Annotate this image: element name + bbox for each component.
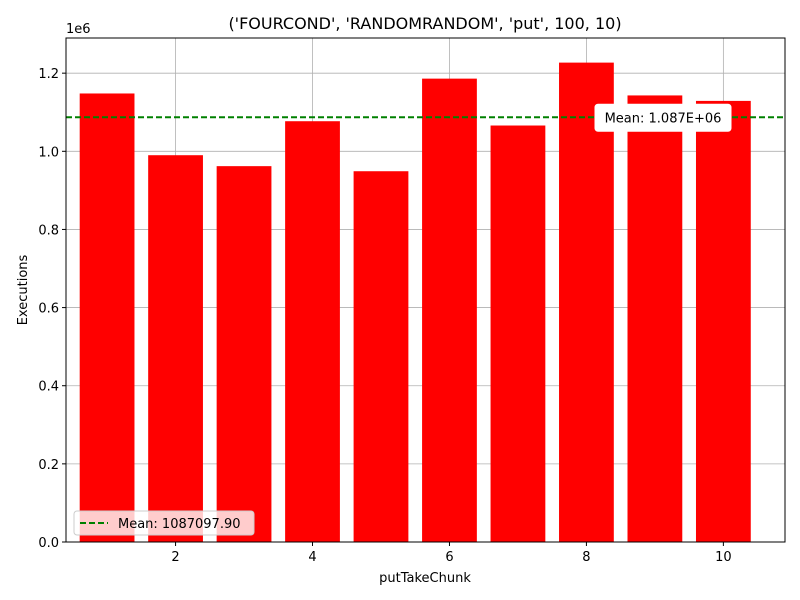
bar [285, 121, 340, 543]
bar [559, 62, 614, 542]
y-tick-label: 0.8 [38, 223, 59, 238]
bar [422, 78, 477, 542]
x-tick-label: 6 [445, 550, 453, 565]
x-tick-label: 2 [171, 550, 179, 565]
bar [695, 100, 751, 542]
x-tick-label: 4 [308, 550, 316, 565]
bar [353, 171, 409, 542]
legend: Mean: 1087097.90 [73, 510, 255, 536]
plot-frame [65, 37, 786, 543]
y-tick-label: 0.4 [38, 380, 59, 395]
bar [148, 155, 203, 543]
legend-label: Mean: 1087097.90 [118, 517, 241, 532]
x-tick-label: 10 [715, 550, 732, 565]
y-offset-label: 1e6 [66, 22, 91, 37]
y-tick-label: 1.0 [38, 145, 59, 160]
y-tick-label: 0.0 [38, 536, 59, 551]
mean-annotation-text: Mean: 1.087E+06 [605, 111, 722, 126]
mean-annotation-box [594, 103, 732, 132]
y-axis-label: Executions [16, 254, 31, 325]
bars [79, 62, 751, 543]
y-tick-label: 0.2 [38, 458, 59, 473]
bar [490, 125, 546, 542]
x-tick-label: 8 [582, 550, 590, 565]
mean-annotation: Mean: 1.087E+06 [594, 103, 732, 132]
y-tick-label: 0.6 [38, 302, 59, 317]
chart-title: ('FOURCOND', 'RANDOMRANDOM', 'put', 100,… [228, 14, 621, 33]
bar [216, 166, 272, 542]
y-tick-label: 1.2 [38, 67, 59, 82]
ticks: 2 4 6 8 10 0.0 0.2 0.4 0.6 0.8 1.0 1.2 [38, 67, 731, 565]
legend-box [73, 510, 255, 536]
bar [627, 95, 683, 542]
x-axis-label: putTakeChunk [379, 571, 471, 586]
bar [79, 93, 135, 543]
